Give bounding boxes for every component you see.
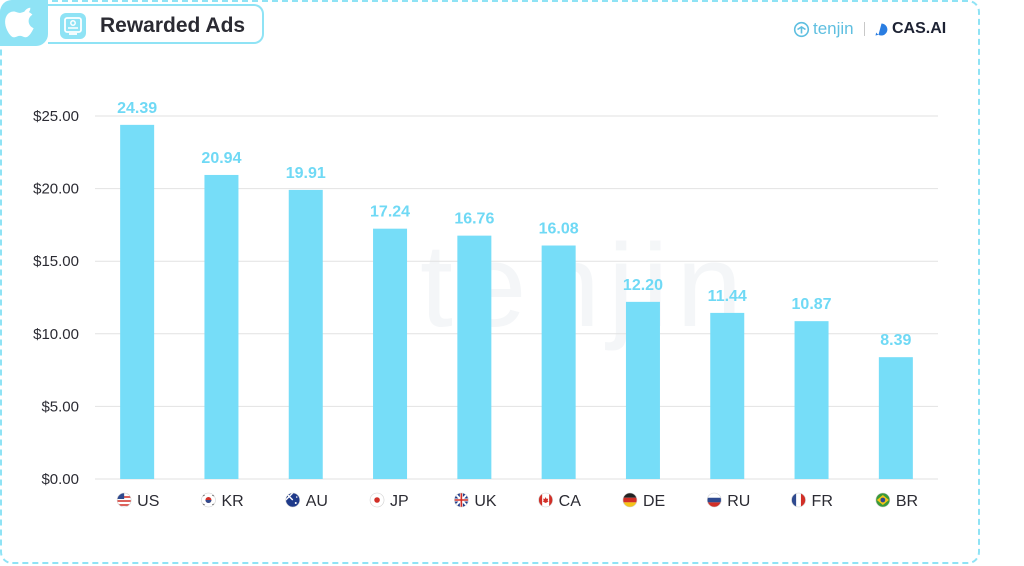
y-axis-ticks: $0.00 $5.00 $10.00 $15.00 $20.00 $25.00: [33, 108, 79, 488]
flag-outline: [791, 492, 806, 508]
chart-frame: [0, 0, 980, 564]
value-label: 16.76: [454, 211, 494, 228]
cas-ai-logo-text: CAS.AI: [892, 20, 947, 37]
category-label: FR: [812, 493, 833, 510]
value-label: 16.08: [539, 221, 579, 238]
platform-badge: [0, 0, 48, 46]
y-tick-label: $10.00: [33, 326, 79, 343]
y-tick-label: $5.00: [41, 398, 79, 415]
y-tick-label: $15.00: [33, 253, 79, 270]
flag-kr-icon: [201, 492, 216, 508]
flag-ru-icon: [706, 492, 722, 508]
bar-ca: [541, 245, 576, 479]
ad-screen-icon: [60, 13, 86, 39]
flag-au-icon: [285, 492, 301, 508]
category-label: KR: [221, 493, 243, 510]
cas-ai-logo: CAS.AI: [874, 20, 946, 38]
value-label: 17.24: [370, 204, 410, 221]
category-label: US: [137, 493, 159, 510]
category-label: DE: [643, 493, 665, 510]
category-label: BR: [896, 493, 918, 510]
value-label: 11.44: [708, 288, 747, 305]
value-labels: 24.39 20.94 19.91 17.24 16.76 16.08 12.20 11.44…: [117, 100, 911, 349]
bar-uk: [457, 235, 492, 479]
cas-ai-logo-icon: [875, 23, 888, 35]
category-label: AU: [306, 493, 328, 510]
flag-fill: [117, 493, 132, 507]
flag-fill: [202, 494, 215, 506]
brand-separator: [864, 22, 865, 36]
flag-de-icon: [622, 492, 638, 508]
flag-uk-icon: [454, 492, 469, 508]
flag-outline: [875, 492, 891, 508]
flag-fill: [370, 493, 385, 507]
flag-fill: [454, 493, 469, 507]
value-label: 24.39: [117, 100, 157, 117]
chart-title-pill: Rewarded Ads: [48, 4, 264, 44]
bar-au: [288, 189, 323, 479]
bars: [120, 124, 913, 479]
flag-br-icon: [875, 492, 891, 508]
tenjin-logo: tenjin: [793, 19, 854, 39]
flag-outline: [454, 492, 469, 508]
value-label: 20.94: [201, 150, 241, 167]
y-tick-label: $25.00: [33, 108, 79, 125]
category-label: UK: [474, 493, 497, 510]
flag-fill: [538, 493, 553, 507]
flag-outline: [622, 492, 638, 508]
y-tick-label: $0.00: [41, 471, 79, 488]
flag-jp-icon: [369, 492, 385, 508]
bar-us: [120, 124, 155, 479]
flag-outline: [706, 492, 722, 508]
flag-fill: [875, 493, 890, 507]
flag-outline: [538, 492, 553, 508]
flag-outline: [116, 492, 132, 508]
flag-outline: [369, 492, 385, 508]
flag-us-icon: [116, 492, 132, 508]
flag-outline: [285, 492, 301, 508]
category-label: CA: [559, 493, 582, 510]
category-label: RU: [727, 493, 750, 510]
flag-ca-icon: [538, 492, 553, 508]
tenjin-logo-text: tenjin: [813, 19, 854, 38]
bar-kr: [204, 174, 239, 479]
value-label: 10.87: [792, 296, 832, 313]
x-axis-categories: US KR AU JP UK CA DE RU FR BR: [116, 492, 918, 510]
bar-fr: [794, 321, 829, 479]
value-label: 12.20: [623, 277, 663, 294]
value-label: 19.91: [286, 165, 326, 182]
value-label: 8.39: [880, 332, 911, 349]
flag-fr-icon: [791, 492, 806, 508]
bar-jp: [373, 228, 408, 479]
y-tick-label: $20.00: [33, 181, 79, 198]
bar-de: [625, 301, 660, 479]
apple-icon: [5, 7, 34, 38]
bar-ru: [710, 312, 745, 479]
chart-title: Rewarded Ads: [100, 14, 246, 37]
flag-fill: [285, 493, 300, 507]
flag-outline: [201, 492, 216, 508]
bar-br: [878, 357, 913, 479]
category-label: JP: [390, 493, 409, 510]
tenjin-logo-icon: [793, 21, 810, 37]
